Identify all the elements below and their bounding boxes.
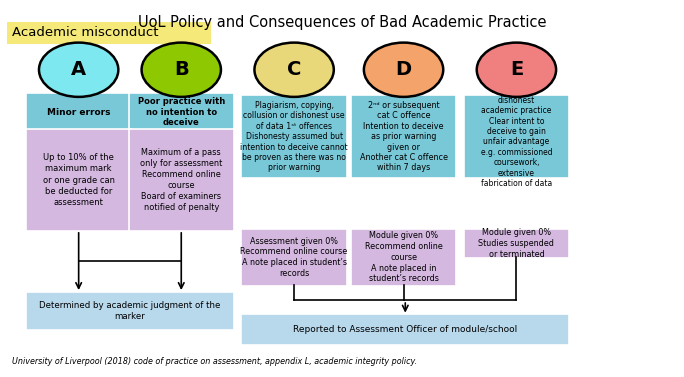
Text: UoL Policy and Consequences of Bad Academic Practice: UoL Policy and Consequences of Bad Acade… xyxy=(137,15,547,30)
Text: Poor practice with
no intention to
deceive: Poor practice with no intention to decei… xyxy=(137,97,225,127)
Ellipse shape xyxy=(39,43,118,97)
FancyBboxPatch shape xyxy=(26,292,234,330)
Text: Module given 0%
Studies suspended
or terminated: Module given 0% Studies suspended or ter… xyxy=(479,228,554,259)
Text: Module given 0%
Recommend online
course
A note placed in
student’s records: Module given 0% Recommend online course … xyxy=(365,231,443,283)
FancyBboxPatch shape xyxy=(7,22,211,44)
Text: Academic misconduct: Academic misconduct xyxy=(12,26,159,39)
Text: 2ⁿᵈ or subsequent
cat C offence
Intention to deceive
as prior warning
given or
A: 2ⁿᵈ or subsequent cat C offence Intentio… xyxy=(360,101,447,172)
Text: A: A xyxy=(71,60,86,79)
FancyBboxPatch shape xyxy=(351,95,456,178)
Text: Minor errors: Minor errors xyxy=(47,108,110,116)
FancyBboxPatch shape xyxy=(129,93,234,131)
Text: Unfair and/or
dishonest
academic practice
Clear intent to
deceive to gain
unfair: Unfair and/or dishonest academic practic… xyxy=(481,85,552,188)
Text: C: C xyxy=(287,60,302,79)
Text: Maximum of a pass
only for assessment
Recommend online
course
Board of examiners: Maximum of a pass only for assessment Re… xyxy=(140,148,222,212)
Text: E: E xyxy=(510,60,523,79)
FancyBboxPatch shape xyxy=(464,95,569,178)
FancyBboxPatch shape xyxy=(241,95,347,178)
FancyBboxPatch shape xyxy=(26,129,131,231)
Text: Assessment given 0%
Recommend online course
A note placed in student’s
records: Assessment given 0% Recommend online cou… xyxy=(241,237,347,278)
Text: Reported to Assessment Officer of module/school: Reported to Assessment Officer of module… xyxy=(293,325,517,334)
FancyBboxPatch shape xyxy=(241,229,347,286)
FancyBboxPatch shape xyxy=(464,229,569,258)
Ellipse shape xyxy=(142,43,221,97)
FancyBboxPatch shape xyxy=(241,314,569,345)
Text: Up to 10% of the
maximum mark
or one grade can
be deducted for
assessment: Up to 10% of the maximum mark or one gra… xyxy=(42,153,115,207)
Text: B: B xyxy=(174,60,189,79)
FancyBboxPatch shape xyxy=(26,93,131,131)
Text: D: D xyxy=(395,60,412,79)
Ellipse shape xyxy=(364,43,443,97)
Ellipse shape xyxy=(254,43,334,97)
Text: Determined by academic judgment of the
marker: Determined by academic judgment of the m… xyxy=(39,301,221,321)
FancyBboxPatch shape xyxy=(351,229,456,286)
Text: University of Liverpool (2018) code of practice on assessment, appendix L, acade: University of Liverpool (2018) code of p… xyxy=(12,357,417,366)
Text: Plagiarism, copying,
collusion or dishonest use
of data 1ˢᵗ offences
Dishonesty : Plagiarism, copying, collusion or dishon… xyxy=(240,101,348,172)
Ellipse shape xyxy=(477,43,556,97)
FancyBboxPatch shape xyxy=(129,129,234,231)
